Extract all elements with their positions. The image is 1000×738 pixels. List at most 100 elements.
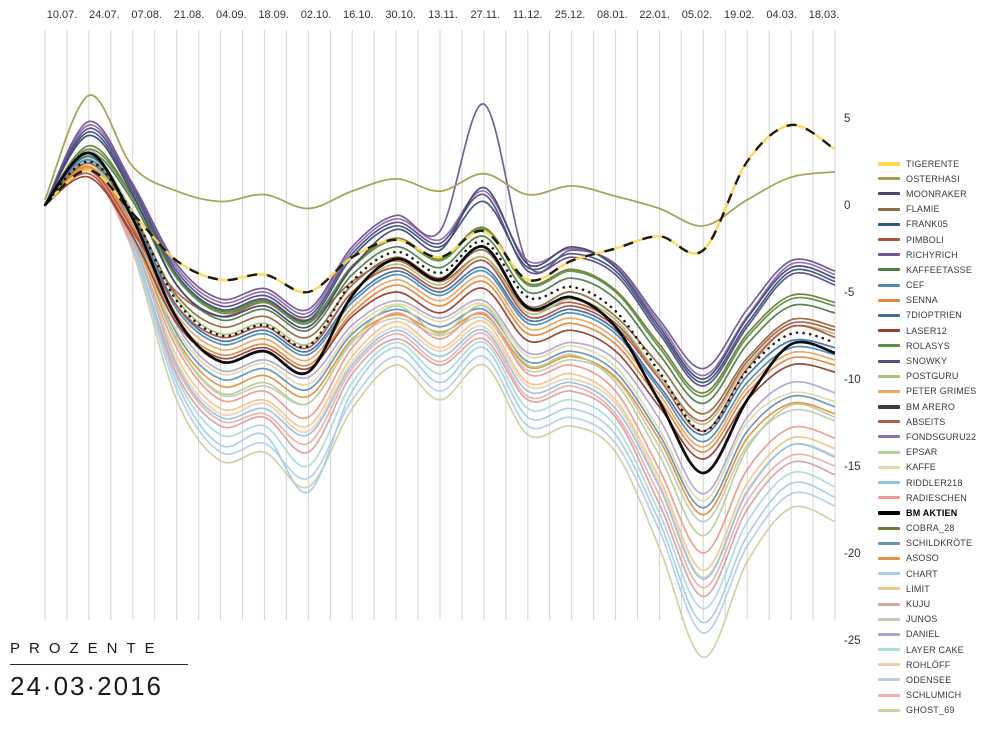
legend-color-swatch bbox=[878, 450, 900, 454]
x-axis-label: 30.10. bbox=[385, 9, 416, 21]
legend-color-swatch bbox=[878, 435, 900, 439]
y-axis-tick: 5 bbox=[844, 113, 850, 125]
x-axis-label: 18.03. bbox=[809, 9, 840, 21]
legend-color-swatch bbox=[878, 161, 900, 166]
title-block: PROZENTE 24·03·2016 bbox=[10, 640, 188, 702]
legend-item-postguru: POSTGURU bbox=[878, 369, 998, 384]
x-axis-label: 16.10. bbox=[343, 9, 374, 21]
legend-label: BM ARERO bbox=[906, 401, 956, 412]
legend-label: BM AKTIEN bbox=[906, 507, 958, 518]
legend-label: SENNA bbox=[906, 295, 939, 306]
legend-color-swatch bbox=[878, 465, 900, 469]
legend-label: KAFFEETASSE bbox=[906, 264, 973, 275]
legend-color-swatch bbox=[878, 556, 900, 560]
series-line-flamie bbox=[44, 162, 836, 415]
legend-label: CHART bbox=[906, 568, 938, 579]
x-axis-label: 11.12. bbox=[513, 9, 543, 21]
legend-label: ODENSEE bbox=[906, 674, 952, 685]
legend-item-cobra-28: COBRA_28 bbox=[878, 521, 998, 536]
legend-item-schildkr-te: SCHILDKRÖTE bbox=[878, 536, 998, 551]
x-axis-label: 19.02. bbox=[724, 9, 755, 21]
series-line-pimboli bbox=[44, 169, 836, 433]
legend-label: TIGERENTE bbox=[906, 158, 960, 169]
series-line-osterhasi bbox=[44, 94, 836, 227]
legend-color-swatch bbox=[878, 283, 900, 287]
legend-label: JUNOS bbox=[906, 614, 938, 625]
legend-item-flamie: FLAMIE bbox=[878, 202, 998, 217]
legend-item-abseits: ABSEITS bbox=[878, 414, 998, 429]
legend-item-limit: LIMIT bbox=[878, 581, 998, 596]
legend-color-swatch bbox=[878, 177, 900, 181]
legend-color-swatch bbox=[878, 481, 900, 485]
series-line-ghost-69 bbox=[44, 152, 836, 659]
legend-label: RIDDLER218 bbox=[906, 477, 963, 488]
legend-item-richyrich: RICHYRICH bbox=[878, 247, 998, 262]
x-axis-label: 07.08. bbox=[131, 9, 162, 21]
legend-item-bm-arero: BM ARERO bbox=[878, 399, 998, 414]
y-axis-tick: -10 bbox=[844, 374, 861, 386]
legend-color-swatch bbox=[878, 222, 900, 226]
legend-item-odensee: ODENSEE bbox=[878, 672, 998, 687]
series-line-frank05 bbox=[44, 131, 836, 384]
legend-label: ROLASYS bbox=[906, 340, 950, 351]
y-axis-tick: 0 bbox=[844, 200, 850, 212]
legend-color-swatch bbox=[878, 268, 900, 272]
legend-item-bm-aktien: BM AKTIEN bbox=[878, 505, 998, 520]
series-line-kuju bbox=[44, 168, 836, 598]
series-line-laser12 bbox=[44, 175, 836, 460]
x-axis-label: 27.11. bbox=[470, 9, 500, 21]
series-line-riddler218 bbox=[44, 160, 836, 580]
legend-label: SCHLUMICH bbox=[906, 690, 962, 701]
series-line-junos bbox=[44, 155, 836, 523]
legend-label: GHOST_69 bbox=[906, 705, 955, 716]
series-line-snowky bbox=[44, 127, 836, 387]
legend-color-swatch bbox=[878, 602, 900, 606]
series-line-limit bbox=[44, 162, 836, 572]
legend-item-rohl-ff: ROHLÖFF bbox=[878, 657, 998, 672]
x-axis-label: 25.12. bbox=[555, 9, 586, 21]
series-line-schlumich bbox=[44, 166, 836, 589]
report-date: 24·03·2016 bbox=[10, 671, 163, 701]
legend-label: POSTGURU bbox=[906, 371, 959, 382]
series-line-7dioptrien bbox=[44, 155, 836, 436]
series-line-odensee bbox=[44, 160, 836, 634]
legend-item-asoso: ASOSO bbox=[878, 551, 998, 566]
y-axis-tick: -20 bbox=[844, 548, 861, 560]
y-axis-tick: -5 bbox=[844, 287, 854, 299]
legend-color-swatch bbox=[878, 344, 900, 348]
series-line-tigerente bbox=[44, 123, 836, 294]
series-line-chart bbox=[44, 158, 836, 624]
legend-label: FONDSGURU22 bbox=[906, 431, 977, 442]
legend-color-swatch bbox=[878, 238, 900, 242]
y-axis-tick: -25 bbox=[844, 635, 861, 647]
legend-item-osterhasi: OSTERHASI bbox=[878, 171, 998, 186]
legend-item-junos: JUNOS bbox=[878, 612, 998, 627]
legend-color-swatch bbox=[878, 192, 900, 196]
legend-label: LASER12 bbox=[906, 325, 947, 336]
legend-color-swatch bbox=[878, 572, 900, 576]
legend-item-7dioptrien: 7DIOPTRIEN bbox=[878, 308, 998, 323]
legend-color-swatch bbox=[878, 526, 900, 530]
legend-label: 7DIOPTRIEN bbox=[906, 310, 963, 321]
legend-color-swatch bbox=[878, 648, 900, 652]
legend-item-layer-cake: LAYER CAKE bbox=[878, 642, 998, 657]
legend-item-pimboli: PIMBOLI bbox=[878, 232, 998, 247]
legend-label: RICHYRICH bbox=[906, 249, 958, 260]
legend-item-moonraker: MOONRAKER bbox=[878, 186, 998, 201]
series-line-kaffe bbox=[44, 164, 836, 502]
legend-label: FLAMIE bbox=[906, 204, 940, 215]
legend-label: KUJU bbox=[906, 599, 931, 610]
legend-label: LIMIT bbox=[906, 583, 931, 594]
series-line-radieschen bbox=[44, 167, 836, 554]
x-axis-label: 13.11. bbox=[428, 9, 458, 21]
legend-label: SCHILDKRÖTE bbox=[906, 538, 973, 549]
legend-color-swatch bbox=[878, 313, 900, 317]
x-axis-label: 24.07. bbox=[89, 9, 120, 21]
legend-color-swatch bbox=[878, 420, 900, 424]
legend-item-senna: SENNA bbox=[878, 293, 998, 308]
legend-label: LAYER CAKE bbox=[906, 644, 964, 655]
legend-color-swatch bbox=[878, 329, 900, 333]
legend-label: KAFFE bbox=[906, 462, 937, 473]
legend-item-daniel: DANIEL bbox=[878, 627, 998, 642]
